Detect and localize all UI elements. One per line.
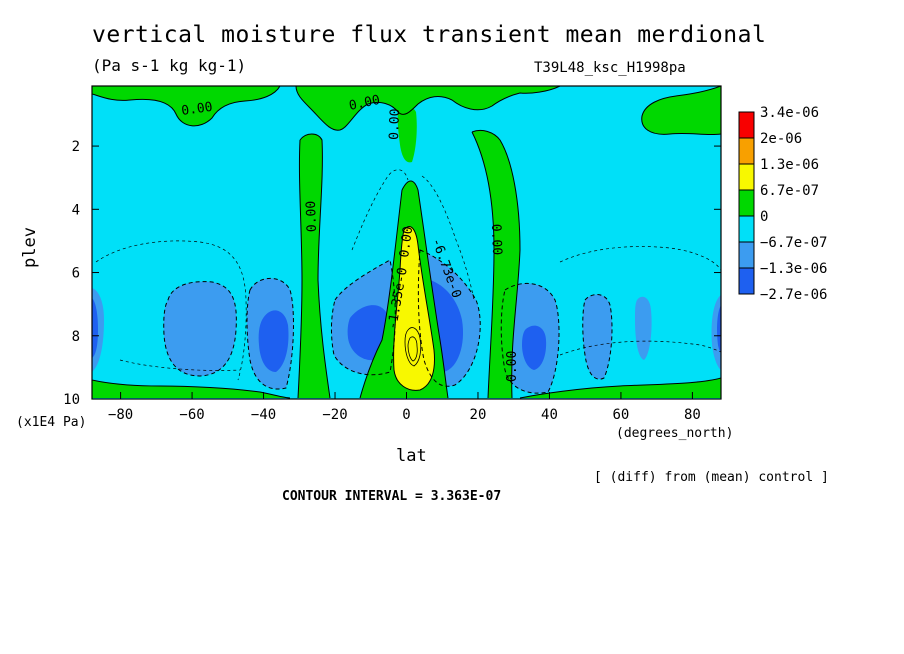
contour-line [393,226,435,391]
contour-line [559,340,721,356]
contour-line [641,86,721,136]
diff-note: [ (diff) from (mean) control ] [594,470,829,485]
contour-line [559,246,721,271]
contour-interval: CONTOUR INTERVAL = 3.363E-07 [282,489,502,504]
band-pos-top-center [296,86,560,131]
colorbar-swatch [738,189,755,217]
contour-line [500,282,560,394]
contour-label: 0.00 [488,224,504,256]
column-pos-center-top [397,105,417,163]
colorbar-label: −2.7e-06 [760,287,827,303]
contour-line [331,259,396,376]
colorbar-swatch [738,137,755,165]
contour-line [163,281,237,377]
chart-title: vertical moisture flux transient mean me… [92,22,767,48]
contour-line [421,175,475,301]
x-tick-label: −20 [322,407,347,423]
contour-lines [92,86,721,399]
colorbar: −2.7e-06 −1.3e-06 −6.7e-07 0 6.7e-07 1.3e-06 2… [738,105,827,303]
band-pos-bottom-right [520,378,721,398]
experiment-label: T39L48_ksc_H1998pa [534,60,686,76]
y-tick-label: 10 [63,392,80,408]
y-tick-label: 4 [72,202,80,218]
colorbar-label: 3.4e-06 [760,105,819,121]
band-neg-right3 [635,296,652,360]
colorbar-swatch [738,241,755,269]
contour-line [297,139,303,399]
colorbar-swatch [738,111,755,139]
y-tick-label: 8 [72,329,80,345]
x-axis-label: lat [396,446,427,466]
colorbar-label: 1.3e-06 [760,157,819,173]
chart-units: (Pa s-1 kg kg-1) [92,56,247,75]
contour-label: 0.00 [348,93,382,114]
colorbar-label: −6.7e-07 [760,235,827,251]
column-pos-right [472,130,520,398]
x-tick-label: −40 [251,407,276,423]
contour-label: 0.00 [397,225,416,258]
y-tick-label: 2 [72,139,80,155]
core-neg-far-right [717,305,721,352]
band-neg-left [163,281,237,376]
band-pos-top-right [641,86,721,135]
contour-line [471,131,495,399]
contour-label: 0.00 [304,201,320,233]
colorbar-swatch [738,163,755,191]
contour-line [351,169,409,251]
x-tick-label: 80 [684,407,701,423]
contour-label: 0.00 [180,100,213,119]
band-pos-bottom-left [92,380,290,398]
x-tick-label: 0 [402,407,410,423]
contour-line [359,189,403,399]
colorbar-label: 0 [760,209,768,225]
contour-line [471,129,521,399]
x-axis: −80 −60 −40 −20 0 20 40 60 80 [108,392,701,423]
core-neg-center-left [347,305,388,361]
band-pos-top-left [92,86,280,126]
core-neg-right [522,325,547,370]
band-neg-right2 [582,294,612,380]
contour-line [404,327,422,367]
x-tick-label: 40 [541,407,558,423]
contour-line [92,379,291,399]
y-axis: 2 4 6 8 10 [63,139,721,408]
x-axis-units: (degrees_north) [616,426,734,441]
contour-line [92,86,281,127]
contour-line [401,180,449,399]
contour-field [92,86,721,399]
contour-line [119,359,241,371]
contour-label: 0.00 [505,351,520,382]
contour-line [407,336,418,362]
colorbar-label: −1.3e-06 [760,261,827,277]
contour-line [246,277,294,390]
colorbar-label: 2e-06 [760,131,802,147]
contour-line [295,86,561,131]
contour-line [299,133,331,399]
colorbar-label: 6.7e-07 [760,183,819,199]
colorbar-swatch [738,267,755,295]
x-tick-label: −60 [179,407,204,423]
y-tick-label: 6 [72,266,80,282]
x-tick-label: 20 [470,407,487,423]
core-neg-far-left [92,298,98,358]
contour-line [417,249,481,387]
x-tick-label: 60 [613,407,630,423]
y-axis-label: plev [20,227,40,268]
colorbar-swatch [738,215,755,243]
contour-label: 0.00 [387,108,403,140]
contour-line [582,294,613,380]
core-neg-left [258,310,289,372]
x-tick-label: −80 [108,407,133,423]
y-axis-units: (x1E4 Pa) [16,415,87,430]
contour-line [519,377,721,399]
column-pos-left [298,134,330,398]
